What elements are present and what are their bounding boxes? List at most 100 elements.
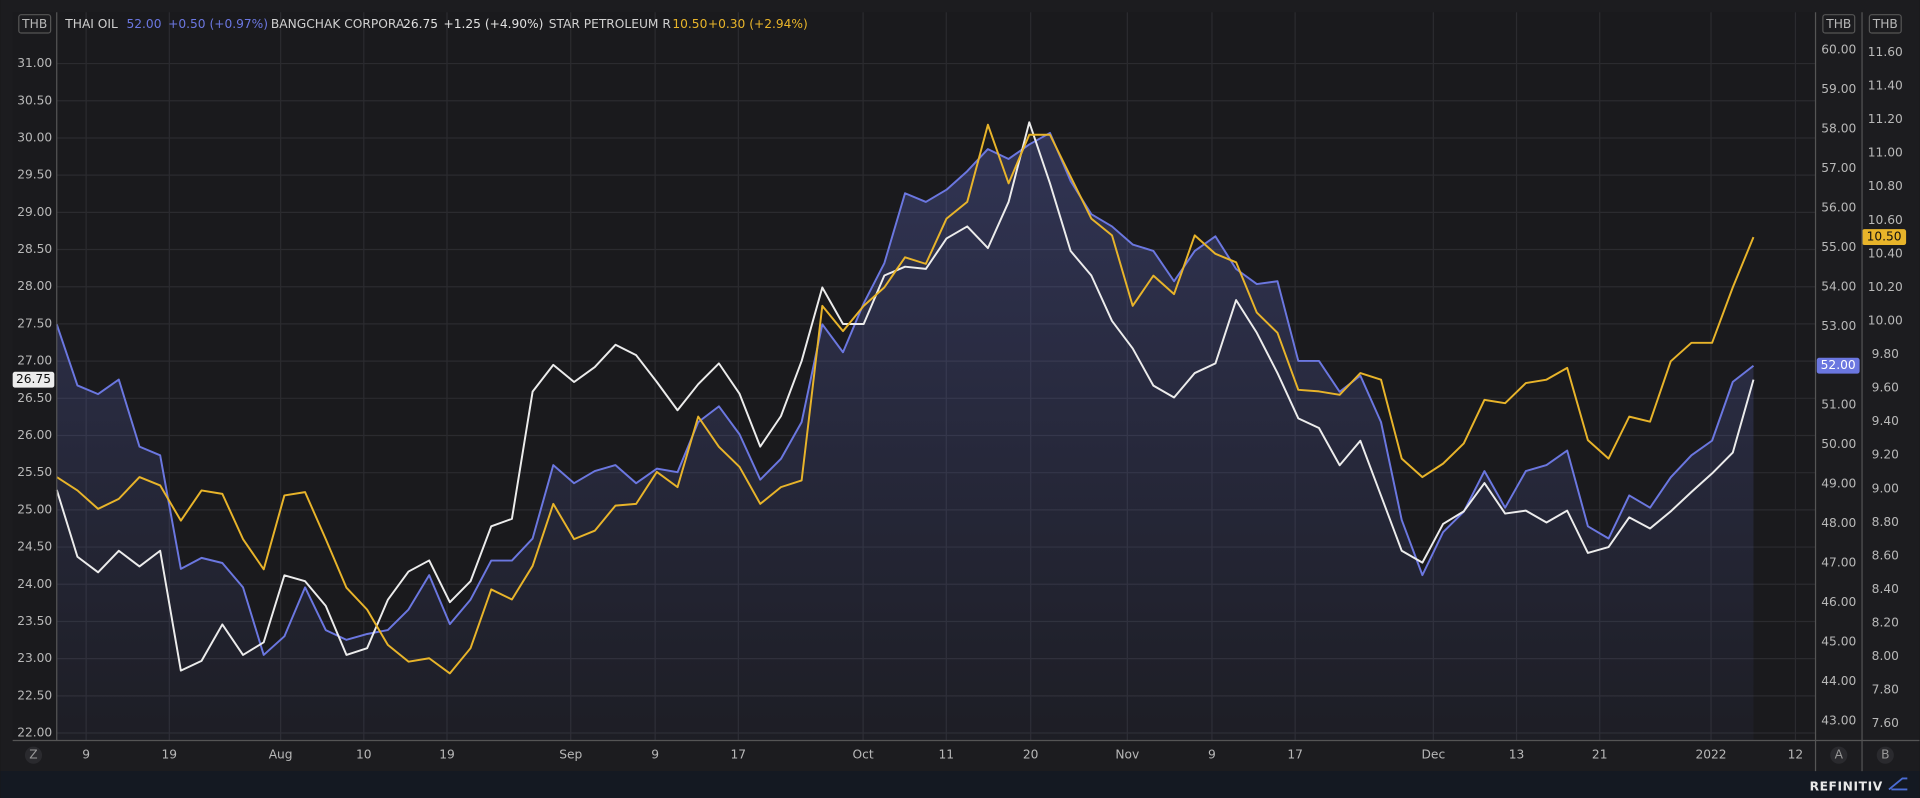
axis-unit: THB bbox=[21, 17, 47, 31]
y-tick-label: 60.00 bbox=[1821, 43, 1856, 57]
y-tick-label: 30.00 bbox=[17, 130, 52, 144]
y-tick-label: 10.20 bbox=[1868, 280, 1903, 294]
y-tick-label: 22.00 bbox=[17, 726, 52, 740]
legend-change: +0.50 (+0.97%) bbox=[168, 17, 268, 31]
axis-button[interactable] bbox=[1876, 746, 1894, 764]
y-tick-label: 9.20 bbox=[1872, 448, 1899, 462]
axes: 22.00 22.50 23.00 23.50 24.00 24.50 25.00 25.50… bbox=[12, 14, 1907, 762]
y-tick-label: 11.20 bbox=[1868, 112, 1903, 126]
y-tick-label: 56.00 bbox=[1821, 200, 1856, 214]
y-tick-label: 11.60 bbox=[1868, 45, 1903, 59]
legend-name: BANGCHAK CORPORA bbox=[271, 17, 405, 31]
y-tick-label: 55.00 bbox=[1821, 240, 1856, 254]
y-tick-label: 51.00 bbox=[1821, 398, 1856, 412]
last-value-label: 26.75 bbox=[16, 372, 51, 386]
y-tick-label: 9.40 bbox=[1872, 414, 1899, 428]
y-tick-label: 24.00 bbox=[17, 577, 52, 591]
y-tick-label: 28.50 bbox=[17, 242, 52, 256]
x-tick-label: Nov bbox=[1115, 748, 1139, 762]
x-tick-label: Dec bbox=[1422, 748, 1446, 762]
legend-change: +1.25 (+4.90%) bbox=[444, 17, 544, 31]
footer-bar bbox=[0, 771, 1920, 798]
y-tick-label: 23.50 bbox=[17, 614, 52, 628]
x-tick-label: 19 bbox=[162, 748, 178, 762]
y-tick-label: 24.50 bbox=[17, 540, 52, 554]
y-tick-label: 11.40 bbox=[1868, 79, 1903, 93]
y-tick-label: 29.50 bbox=[17, 168, 52, 182]
y-tick-label: 9.80 bbox=[1872, 347, 1899, 361]
y-tick-label: 10.40 bbox=[1868, 246, 1903, 260]
y-tick-label: 50.00 bbox=[1821, 437, 1856, 451]
y-tick-label: 54.00 bbox=[1821, 279, 1856, 293]
y-tick-label: 8.20 bbox=[1872, 616, 1899, 630]
y-tick-label: 31.00 bbox=[17, 56, 52, 70]
x-tick-label: 9 bbox=[651, 748, 659, 762]
y-tick-label: 7.60 bbox=[1872, 716, 1899, 730]
y-tick-label: 30.50 bbox=[17, 93, 52, 107]
axis-button-label[interactable]: B bbox=[1881, 748, 1889, 762]
y-tick-label: 28.00 bbox=[17, 279, 52, 293]
y-tick-label: 8.40 bbox=[1872, 582, 1899, 596]
axis-button[interactable] bbox=[24, 746, 43, 764]
y-tick-label: 49.00 bbox=[1821, 477, 1856, 491]
y-tick-label: 53.00 bbox=[1821, 319, 1856, 333]
y-tick-label: 57.00 bbox=[1821, 161, 1856, 175]
y-tick-label: 26.50 bbox=[17, 391, 52, 405]
axis-button-label[interactable]: Z bbox=[29, 748, 37, 762]
x-tick-label: 20 bbox=[1023, 748, 1039, 762]
axis-button-label[interactable]: A bbox=[1835, 748, 1844, 762]
x-tick-label: 17 bbox=[731, 748, 747, 762]
y-tick-label: 25.50 bbox=[17, 465, 52, 479]
last-value-badge bbox=[1816, 357, 1860, 374]
x-tick-label: 13 bbox=[1509, 748, 1525, 762]
last-value-label: 10.50 bbox=[1867, 230, 1902, 244]
x-tick-label: 9 bbox=[1208, 748, 1216, 762]
unit-box bbox=[1868, 14, 1902, 34]
plot bbox=[55, 121, 1755, 741]
series-line bbox=[56, 123, 1755, 675]
legend-name: THAI OIL bbox=[64, 17, 118, 31]
y-tick-label: 26.00 bbox=[17, 428, 52, 442]
last-value-badge bbox=[1862, 229, 1907, 246]
y-tick-label: 59.00 bbox=[1821, 82, 1856, 96]
y-tick-label: 45.00 bbox=[1821, 634, 1856, 648]
y-tick-label: 9.60 bbox=[1872, 381, 1899, 395]
axis-button[interactable] bbox=[1830, 746, 1848, 764]
legend-value: 10.50 bbox=[672, 17, 707, 31]
axis-unit: THB bbox=[1825, 17, 1851, 31]
x-tick-label: 10 bbox=[356, 748, 372, 762]
last-value-label: 52.00 bbox=[1821, 358, 1856, 372]
y-tick-label: 8.80 bbox=[1872, 515, 1899, 529]
y-tick-label: 10.60 bbox=[1868, 213, 1903, 227]
x-tick-label: 9 bbox=[82, 748, 90, 762]
y-tick-label: 29.00 bbox=[17, 205, 52, 219]
x-tick-label: Aug bbox=[269, 748, 293, 762]
y-tick-label: 27.50 bbox=[17, 316, 52, 330]
series-line bbox=[55, 121, 1755, 672]
x-tick-label: 21 bbox=[1592, 748, 1608, 762]
y-tick-label: 44.00 bbox=[1821, 674, 1856, 688]
unit-box bbox=[1822, 14, 1856, 34]
y-tick-label: 46.00 bbox=[1821, 595, 1856, 609]
legend-value: 52.00 bbox=[127, 17, 162, 31]
series-area bbox=[56, 132, 1754, 741]
y-tick-label: 9.00 bbox=[1872, 481, 1899, 495]
y-tick-label: 25.00 bbox=[17, 502, 52, 516]
y-tick-label: 23.00 bbox=[17, 651, 52, 665]
x-tick-label: 2022 bbox=[1695, 748, 1726, 762]
last-value-badge bbox=[12, 371, 55, 388]
y-tick-label: 22.50 bbox=[17, 688, 52, 702]
x-tick-label: 12 bbox=[1788, 748, 1804, 762]
x-tick-label: 19 bbox=[439, 748, 455, 762]
y-tick-label: 43.00 bbox=[1821, 713, 1856, 727]
y-tick-label: 11.00 bbox=[1868, 146, 1903, 160]
y-tick-label: 7.80 bbox=[1872, 683, 1899, 697]
y-tick-label: 27.00 bbox=[17, 354, 52, 368]
x-tick-label: 17 bbox=[1287, 748, 1303, 762]
legend-name: STAR PETROLEUM R bbox=[549, 17, 672, 31]
legend-value: 26.75 bbox=[403, 17, 438, 31]
y-tick-label: 48.00 bbox=[1821, 516, 1856, 530]
y-tick-label: 58.00 bbox=[1821, 122, 1856, 136]
unit-box bbox=[18, 14, 52, 34]
